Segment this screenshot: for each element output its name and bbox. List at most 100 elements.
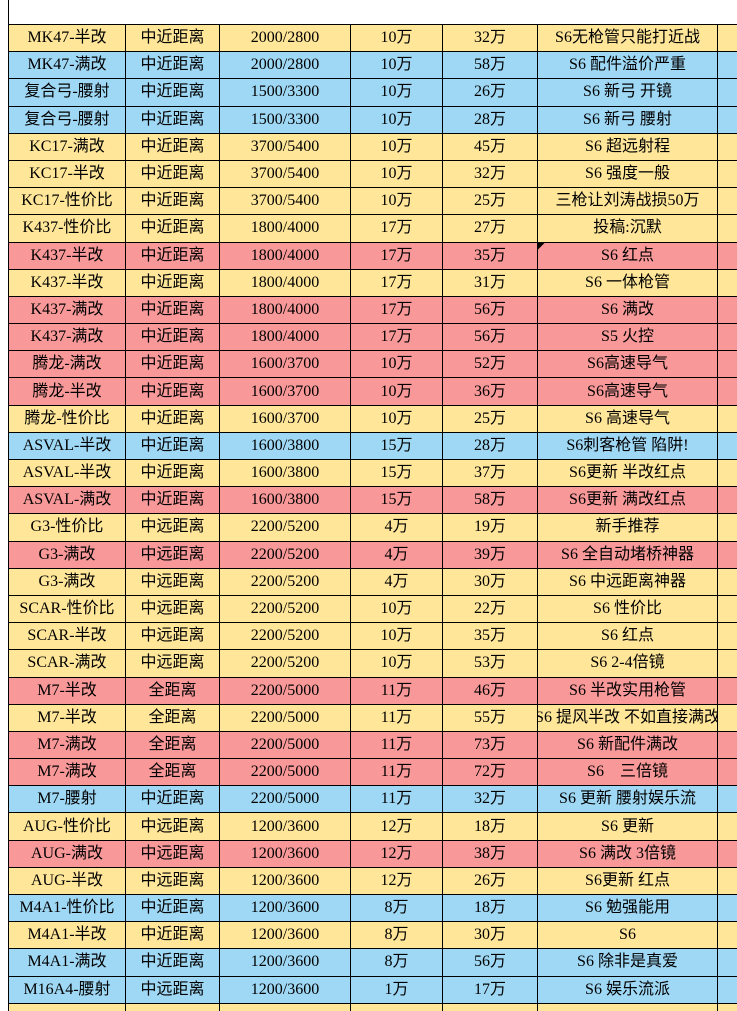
cell-cost-base[interactable]: 17万	[351, 269, 443, 297]
cell-cost-total[interactable]: 32万	[443, 160, 538, 189]
cell-cost-total[interactable]: 56万	[443, 296, 538, 325]
cell-note[interactable]: S6无枪管只能打近战	[538, 25, 718, 53]
cell-cost-base[interactable]: 1万	[351, 976, 443, 1004]
cell-weapon[interactable]: SCAR-性价比	[9, 595, 126, 624]
cell-note[interactable]: S6 满改	[538, 296, 718, 325]
cell-range[interactable]: 中近距离	[126, 106, 220, 134]
cell-range[interactable]: 中近距离	[126, 79, 220, 107]
partial-cell[interactable]	[538, 1003, 718, 1011]
cell-cost-total[interactable]: 58万	[443, 52, 538, 80]
cell-weapon[interactable]: M7-半改	[9, 677, 126, 705]
cell-note[interactable]: S6 性价比	[538, 595, 718, 624]
cell-extra[interactable]	[718, 786, 737, 814]
cell-weapon[interactable]: SCAR-半改	[9, 623, 126, 651]
cell-range[interactable]: 中远距离	[126, 623, 220, 651]
cell-weapon[interactable]: M7-腰射	[9, 786, 126, 814]
cell-range[interactable]: 中近距离	[126, 922, 220, 950]
cell-weapon[interactable]: G3-性价比	[9, 514, 126, 542]
cell-cost-base[interactable]: 4万	[351, 541, 443, 569]
cell-extra[interactable]	[718, 922, 737, 950]
cell-cost-base[interactable]: 15万	[351, 487, 443, 515]
cell-weapon[interactable]: 复合弓-腰射	[9, 79, 126, 107]
cell-cost-base[interactable]: 15万	[351, 460, 443, 488]
cell-note[interactable]: S6 2-4倍镜	[538, 650, 718, 678]
cell-note[interactable]: S6 强度一般	[538, 160, 718, 189]
cell-range[interactable]: 中远距离	[126, 813, 220, 841]
cell-weapon[interactable]: 复合弓-腰射	[9, 106, 126, 134]
cell-range[interactable]: 全距离	[126, 704, 220, 732]
cell-stats[interactable]: 2200/5200	[220, 650, 351, 678]
cell-range[interactable]: 中近距离	[126, 215, 220, 243]
cell-cost-base[interactable]: 10万	[351, 106, 443, 134]
cell-cost-total[interactable]: 45万	[443, 133, 538, 161]
cell-extra[interactable]	[718, 623, 737, 651]
cell-stats[interactable]: 1500/3300	[220, 106, 351, 134]
cell-extra[interactable]	[718, 405, 737, 433]
cell-stats[interactable]: 1600/3800	[220, 487, 351, 515]
cell-extra[interactable]	[718, 242, 737, 270]
cell-range[interactable]: 中近距离	[126, 296, 220, 325]
cell-stats[interactable]: 1200/3600	[220, 867, 351, 895]
cell-cost-total[interactable]: 31万	[443, 269, 538, 297]
cell-cost-base[interactable]: 12万	[351, 840, 443, 868]
cell-range[interactable]: 中近距离	[126, 895, 220, 923]
cell-range[interactable]: 中近距离	[126, 269, 220, 297]
cell-cost-total[interactable]: 36万	[443, 378, 538, 406]
cell-cost-base[interactable]: 11万	[351, 786, 443, 814]
cell-cost-total[interactable]: 25万	[443, 188, 538, 216]
cell-note[interactable]: S6 新配件满改	[538, 731, 718, 760]
partial-cell[interactable]	[443, 1003, 538, 1011]
cell-extra[interactable]	[718, 79, 737, 107]
cell-weapon[interactable]: ASVAL-半改	[9, 432, 126, 460]
cell-extra[interactable]	[718, 840, 737, 868]
cell-stats[interactable]: 2200/5000	[220, 759, 351, 787]
cell-note[interactable]: S6 红点	[538, 623, 718, 651]
cell-cost-total[interactable]: 17万	[443, 976, 538, 1004]
cell-cost-base[interactable]: 17万	[351, 215, 443, 243]
cell-stats[interactable]: 2200/5000	[220, 731, 351, 760]
cell-stats[interactable]: 1800/4000	[220, 242, 351, 270]
cell-extra[interactable]	[718, 25, 737, 53]
cell-stats[interactable]: 3700/5400	[220, 188, 351, 216]
cell-note[interactable]: S5 火控	[538, 324, 718, 352]
partial-cell[interactable]	[9, 1003, 126, 1011]
cell-weapon[interactable]: 腾龙-性价比	[9, 405, 126, 433]
cell-cost-total[interactable]: 26万	[443, 867, 538, 895]
cell-extra[interactable]	[718, 541, 737, 569]
cell-range[interactable]: 中近距离	[126, 351, 220, 379]
cell-cost-base[interactable]: 10万	[351, 52, 443, 80]
cell-cost-total[interactable]: 53万	[443, 650, 538, 678]
cell-range[interactable]: 中近距离	[126, 25, 220, 53]
cell-extra[interactable]	[718, 296, 737, 325]
cell-cost-total[interactable]: 18万	[443, 895, 538, 923]
cell-note[interactable]: S6高速导气	[538, 378, 718, 406]
cell-range[interactable]: 中近距离	[126, 324, 220, 352]
cell-note[interactable]: S6高速导气	[538, 351, 718, 379]
cell-extra[interactable]	[718, 949, 737, 977]
cell-weapon[interactable]: K437-半改	[9, 242, 126, 270]
cell-cost-total[interactable]: 55万	[443, 704, 538, 732]
cell-range[interactable]: 中近距离	[126, 52, 220, 80]
cell-extra[interactable]	[718, 759, 737, 787]
cell-cost-total[interactable]: 58万	[443, 487, 538, 515]
cell-weapon[interactable]: K437-满改	[9, 296, 126, 325]
cell-range[interactable]: 中远距离	[126, 595, 220, 624]
cell-stats[interactable]: 1600/3700	[220, 405, 351, 433]
cell-weapon[interactable]: M7-满改	[9, 759, 126, 787]
cell-cost-base[interactable]: 15万	[351, 432, 443, 460]
cell-cost-total[interactable]: 35万	[443, 623, 538, 651]
cell-weapon[interactable]: AUG-满改	[9, 840, 126, 868]
cell-range[interactable]: 中近距离	[126, 160, 220, 189]
cell-extra[interactable]	[718, 867, 737, 895]
cell-extra[interactable]	[718, 52, 737, 80]
cell-stats[interactable]: 2200/5000	[220, 677, 351, 705]
cell-cost-total[interactable]: 37万	[443, 460, 538, 488]
cell-weapon[interactable]: KC17-满改	[9, 133, 126, 161]
cell-extra[interactable]	[718, 677, 737, 705]
cell-cost-base[interactable]: 4万	[351, 568, 443, 596]
cell-cost-total[interactable]: 28万	[443, 432, 538, 460]
cell-cost-base[interactable]: 11万	[351, 731, 443, 760]
cell-stats[interactable]: 1200/3600	[220, 922, 351, 950]
cell-cost-base[interactable]: 11万	[351, 677, 443, 705]
cell-note[interactable]: S6 半改实用枪管	[538, 677, 718, 705]
